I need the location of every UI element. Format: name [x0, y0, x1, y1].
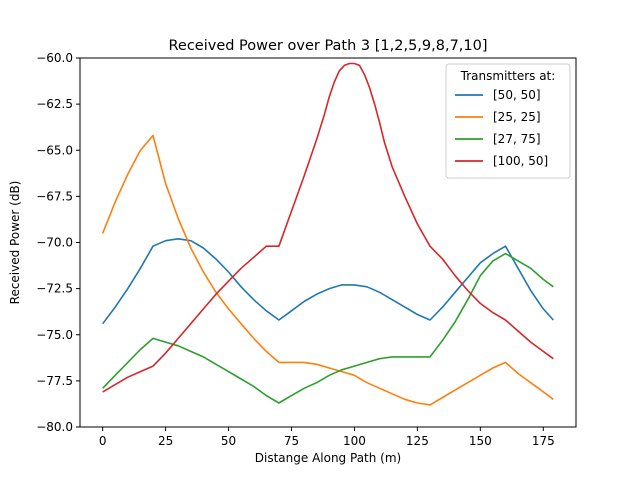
x-tick-label: 75	[284, 434, 299, 448]
chart-title: Received Power over Path 3 [1,2,5,9,8,7,…	[168, 38, 487, 54]
y-tick-label: −72.5	[36, 282, 73, 296]
y-tick-label: −77.5	[36, 374, 73, 388]
series-line-1	[101, 134, 554, 406]
y-tick-label: −80.0	[36, 420, 73, 434]
x-tick-label: 25	[158, 434, 173, 448]
y-tick-label: −70.0	[36, 236, 73, 250]
y-tick-label: −65.0	[36, 143, 73, 157]
series-line-2	[102, 252, 554, 404]
y-axis-ticks: −80.0 −77.5 −75.0 −72.5 −70.0 −67.5 −65.0 −62.5…	[36, 51, 80, 434]
series-line-3	[102, 62, 554, 393]
x-tick-label: 125	[406, 434, 429, 448]
x-axis-ticks: 0 25 50 75 100 125 150 175	[99, 427, 555, 448]
x-tick-label: 50	[221, 434, 236, 448]
legend-entry-0: [50, 50]	[493, 88, 541, 102]
legend: Transmitters at: [50, 50] [25, 25] [27, 75…	[445, 63, 571, 179]
plot-lines	[101, 62, 554, 406]
x-tick-label: 100	[343, 434, 366, 448]
x-tick-label: 0	[99, 434, 107, 448]
legend-box	[445, 63, 571, 179]
series-line-0	[102, 238, 554, 325]
y-tick-label: −67.5	[36, 189, 73, 203]
legend-entry-2: [27, 75]	[493, 132, 541, 146]
legend-entry-1: [25, 25]	[493, 110, 541, 124]
x-tick-label: 175	[532, 434, 555, 448]
y-tick-label: −60.0	[36, 51, 73, 65]
legend-title: Transmitters at:	[460, 69, 556, 83]
y-tick-label: −62.5	[36, 97, 73, 111]
x-tick-label: 150	[469, 434, 492, 448]
x-axis-title: Distange Along Path (m)	[255, 451, 401, 465]
legend-entry-3: [100, 50]	[493, 154, 548, 168]
y-axis-title: Received Power (dB)	[8, 181, 22, 305]
y-tick-label: −75.0	[36, 328, 73, 342]
